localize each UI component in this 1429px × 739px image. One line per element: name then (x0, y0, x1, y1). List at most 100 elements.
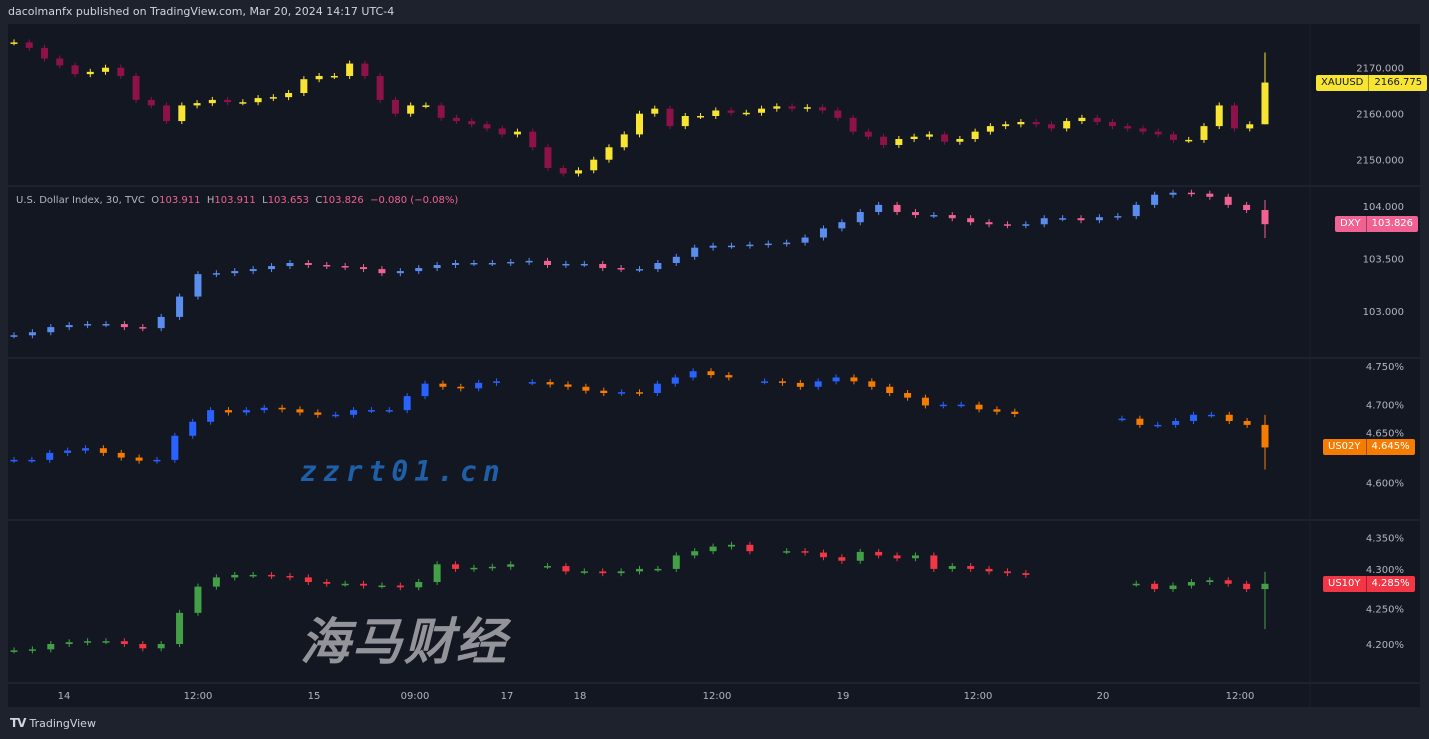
candle-body (600, 390, 608, 393)
candle-body (1190, 414, 1198, 421)
candle-body (396, 585, 404, 588)
candle-body (65, 642, 73, 645)
candle-body (249, 269, 257, 272)
candle-body (618, 392, 626, 394)
candle-body (1151, 194, 1159, 205)
last-price: 4.645% (1371, 441, 1410, 453)
candle-body (941, 134, 949, 142)
legend-title: U.S. Dollar Index, 30, TVC (16, 195, 145, 206)
candle-body (893, 555, 901, 559)
y-tick-label: 103.500 (1363, 254, 1404, 265)
candle-body (433, 264, 441, 269)
candle-body (868, 381, 876, 387)
candle-body (957, 404, 965, 407)
candle-body (304, 577, 312, 583)
candle-body (135, 457, 143, 461)
time-tick-label: 12:00 (964, 691, 993, 702)
candle-body (1139, 128, 1147, 132)
candle-body (163, 105, 171, 122)
candle-body (1132, 583, 1140, 586)
candle-body (120, 324, 128, 328)
candle-body (475, 382, 483, 389)
time-tick-label: 12:00 (184, 691, 213, 702)
candle-body (268, 266, 276, 270)
candle-body (620, 134, 628, 148)
candle-body (697, 116, 705, 118)
candle-body (1206, 580, 1214, 583)
candle-body (1136, 418, 1144, 425)
candle-body (99, 448, 107, 453)
last-price-label-xauusd: XAUUSD 2166.775 (1316, 74, 1428, 91)
candle-body (746, 244, 754, 247)
candle-body (672, 256, 680, 264)
candle-body (636, 392, 643, 394)
candle-body (452, 263, 460, 265)
candle-body (1169, 585, 1177, 590)
candle-body (385, 410, 393, 412)
candle-body (1095, 217, 1103, 221)
candle-body (796, 382, 804, 387)
candle-body (838, 557, 846, 561)
candle-body (819, 107, 827, 111)
candle-body (421, 383, 429, 397)
candle-body (803, 107, 811, 109)
candle-body (986, 126, 994, 132)
candle-body (975, 404, 983, 410)
candle-body (254, 98, 262, 103)
candle-body (742, 112, 750, 115)
candle-body (725, 375, 733, 378)
candle-body (783, 242, 791, 245)
candle-body (1047, 124, 1055, 129)
candle-body (654, 263, 662, 270)
candle-body (239, 102, 247, 104)
candle-body (1022, 224, 1030, 226)
last-price: 4.285% (1371, 577, 1410, 589)
candle-body (1246, 124, 1254, 129)
candle-body (1059, 218, 1067, 220)
time-tick-label: 17 (501, 691, 514, 702)
candle-body (1040, 218, 1048, 225)
candle-body (834, 110, 842, 118)
tradingview-footer[interactable]: TV TradingView (10, 716, 96, 730)
candle-body (153, 459, 161, 462)
time-tick-label: 12:00 (1226, 691, 1255, 702)
candle-body (139, 327, 147, 329)
candle-body (1124, 126, 1132, 129)
candle-body (323, 264, 331, 267)
candle-body (1243, 204, 1251, 211)
candle-body (1187, 192, 1195, 195)
candle-body (544, 566, 552, 568)
candle-body (468, 121, 476, 125)
candle-body (304, 263, 312, 265)
y-tick-label: 4.650% (1366, 428, 1404, 439)
candle-body (819, 552, 827, 558)
candle-body (139, 644, 147, 649)
candle-body (224, 410, 232, 413)
legend-open-label: O (151, 195, 160, 206)
candle-body (361, 63, 369, 76)
candle-body (376, 75, 384, 100)
candle-body (268, 574, 276, 577)
candle-body (378, 269, 386, 274)
candle-body (681, 116, 689, 127)
candle-body (1225, 414, 1233, 421)
candle-body (778, 381, 786, 383)
candle-body (360, 583, 368, 586)
candle-body (86, 71, 94, 75)
candle-body (562, 263, 570, 266)
candle-body (671, 377, 679, 384)
candle-body (422, 105, 430, 107)
candle-body (28, 649, 36, 651)
candle-body (231, 574, 239, 578)
candle-body (666, 108, 674, 127)
candle-body (507, 564, 515, 567)
last-price-label-dxy: DXY 103.826 (1335, 216, 1419, 233)
candle-body (1200, 126, 1208, 140)
candle-body (171, 435, 179, 460)
candle-body (46, 452, 54, 460)
candle-body (330, 75, 338, 78)
candle-body (1032, 121, 1040, 125)
candle-body (513, 131, 521, 135)
candle-body (84, 641, 92, 643)
